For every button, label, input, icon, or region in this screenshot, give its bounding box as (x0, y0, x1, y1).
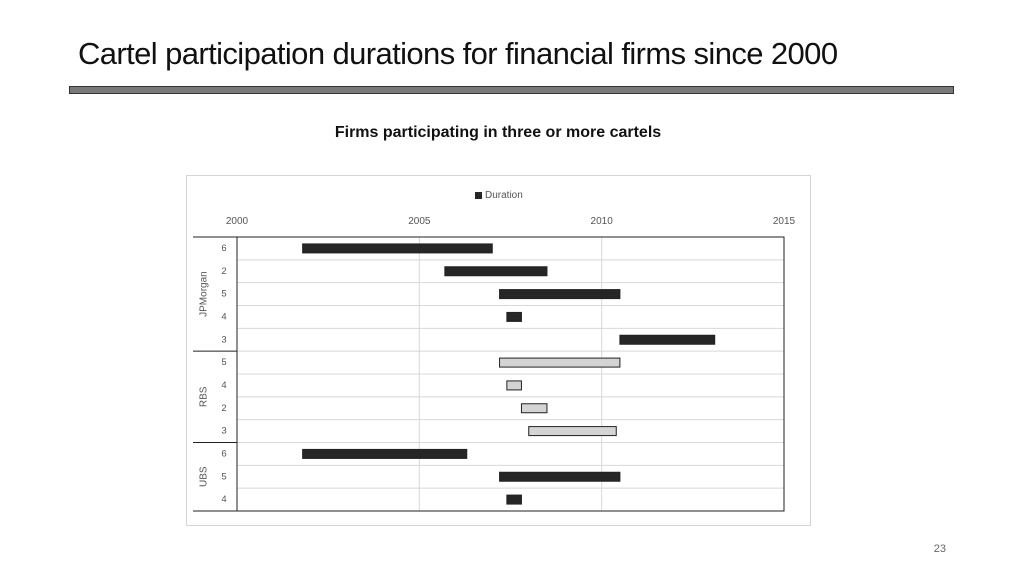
duration-bar-jpmorgan-6 (302, 243, 493, 254)
row-label-jpmorgan-4: 4 (221, 311, 226, 322)
row-label-jpmorgan-3: 3 (221, 334, 226, 345)
duration-bar-rbs-2 (520, 403, 548, 414)
group-label-jpmorgan: JPMorgan (199, 271, 210, 317)
duration-bar-rbs-5 (499, 357, 621, 368)
slide-title: Cartel participation durations for finan… (78, 36, 838, 71)
row-label-ubs-4: 4 (221, 494, 226, 505)
row-label-rbs-3: 3 (221, 426, 226, 437)
row-label-jpmorgan-2: 2 (221, 266, 226, 277)
row-label-ubs-6: 6 (221, 448, 226, 459)
duration-bar-rbs-4 (506, 380, 522, 391)
row-label-rbs-4: 4 (221, 380, 226, 391)
duration-bar-rbs-3 (528, 426, 617, 437)
gantt-chart: Duration 2000 2005 2010 2015 JPMorgan RBS UBS 6 2… (193, 190, 796, 512)
row-label-rbs-2: 2 (221, 403, 226, 414)
chart-title: Firms participating in three or more car… (334, 124, 662, 141)
duration-bar-jpmorgan-2 (444, 266, 548, 277)
row-label-rbs-5: 5 (221, 357, 226, 368)
x-tick-label-2000: 2000 (226, 216, 249, 227)
page-number: 23 (933, 543, 946, 555)
duration-bar-ubs-6 (302, 448, 468, 459)
x-tick-label-2015: 2015 (773, 216, 796, 227)
x-tick-label-2010: 2010 (591, 216, 614, 227)
duration-bar-ubs-5 (499, 471, 621, 482)
row-label-jpmorgan-6: 6 (221, 243, 226, 254)
row-label-jpmorgan-5: 5 (221, 289, 226, 300)
duration-bar-jpmorgan-5 (499, 289, 621, 300)
chart-frame: Duration 2000 2005 2010 2015 JPMorgan RBS UBS 6 2… (186, 175, 811, 526)
group-label-ubs: UBS (199, 466, 210, 487)
row-label-ubs-5: 5 (221, 471, 226, 482)
x-tick-label-2005: 2005 (408, 216, 431, 227)
legend-swatch-duration (475, 192, 482, 199)
legend-label-duration: Duration (485, 190, 523, 201)
group-label-rbs: RBS (199, 386, 210, 407)
duration-bar-jpmorgan-4 (506, 311, 522, 322)
plot-border (236, 236, 785, 512)
title-rule (69, 86, 954, 94)
duration-bar-ubs-4 (506, 494, 522, 505)
duration-bar-jpmorgan-3 (619, 334, 716, 345)
